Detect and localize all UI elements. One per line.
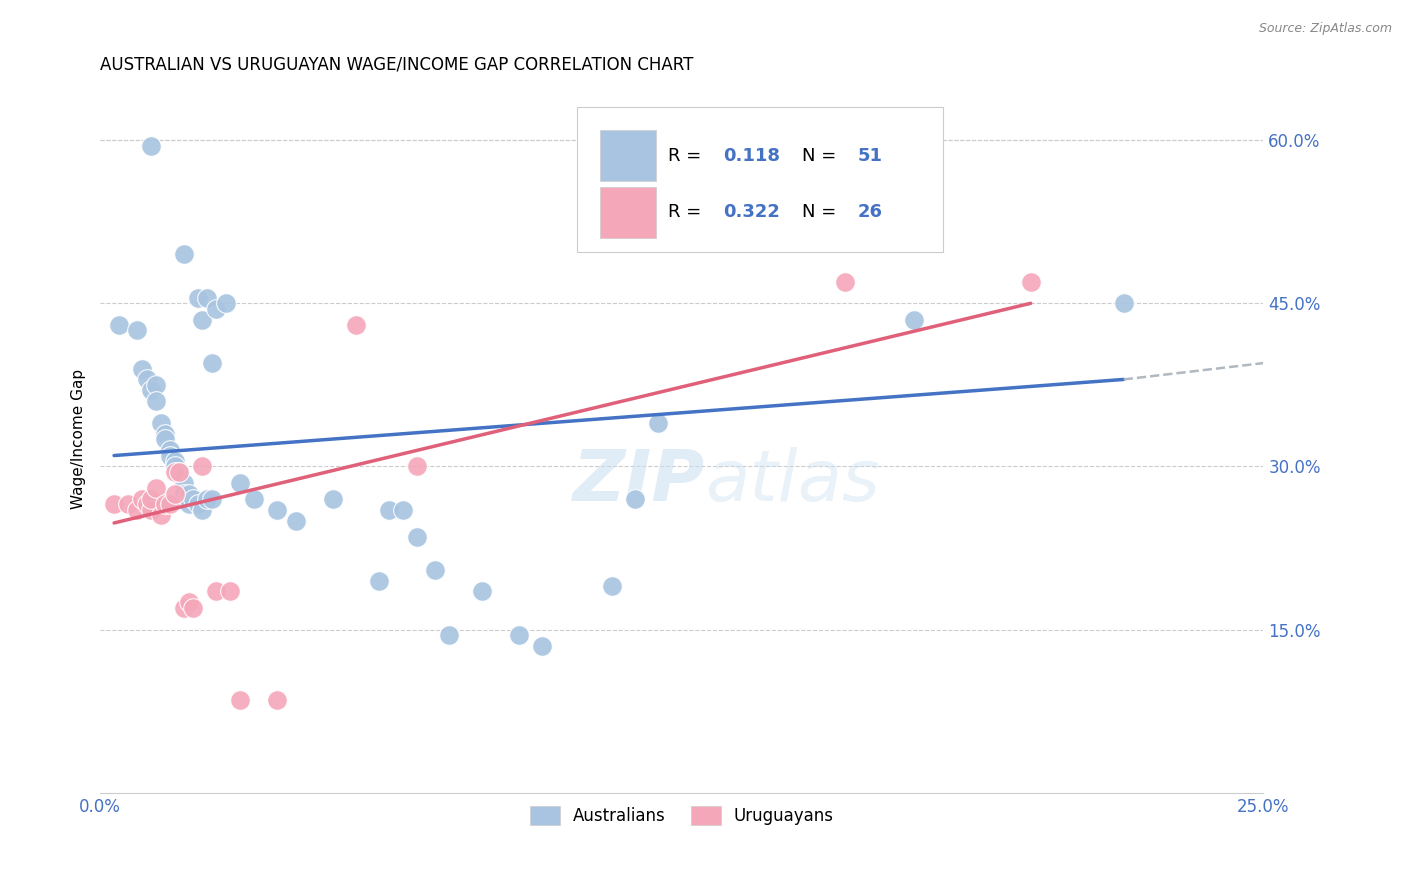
Text: 51: 51: [858, 147, 883, 165]
Point: [173, 475, 195, 490]
Point: [163, 486, 186, 500]
Point: [205, 584, 228, 599]
Y-axis label: Wage/Income Gap: Wage/Income Gap: [72, 369, 86, 509]
Point: [141, 384, 163, 398]
Point: [117, 498, 139, 512]
Point: [163, 454, 186, 468]
Point: [191, 459, 214, 474]
Point: [159, 443, 181, 458]
Point: [131, 491, 153, 506]
Text: Source: ZipAtlas.com: Source: ZipAtlas.com: [1258, 22, 1392, 36]
Legend: Australians, Uruguayans: Australians, Uruguayans: [522, 797, 842, 834]
Point: [177, 498, 200, 512]
Point: [600, 579, 623, 593]
Point: [163, 459, 186, 474]
Point: [624, 491, 647, 506]
Point: [107, 318, 129, 332]
Point: [368, 574, 391, 588]
Point: [187, 498, 209, 512]
Point: [149, 508, 172, 523]
Point: [135, 372, 157, 386]
Point: [205, 301, 228, 316]
Point: [531, 639, 554, 653]
Point: [181, 491, 204, 506]
Text: R =: R =: [668, 203, 707, 221]
Point: [242, 491, 264, 506]
Point: [177, 486, 200, 500]
Point: [145, 377, 167, 392]
Text: atlas: atlas: [704, 447, 880, 516]
Point: [163, 465, 186, 479]
Point: [423, 563, 446, 577]
FancyBboxPatch shape: [600, 186, 657, 237]
Point: [141, 138, 163, 153]
Point: [1112, 296, 1135, 310]
Point: [127, 503, 149, 517]
Point: [131, 361, 153, 376]
Text: R =: R =: [668, 147, 707, 165]
Text: 0.322: 0.322: [724, 203, 780, 221]
Point: [228, 475, 250, 490]
Point: [391, 503, 413, 517]
Point: [647, 416, 669, 430]
FancyBboxPatch shape: [600, 130, 657, 181]
Point: [141, 503, 163, 517]
Point: [155, 426, 177, 441]
Point: [195, 491, 218, 506]
Point: [177, 595, 200, 609]
Point: [471, 584, 494, 599]
Point: [508, 628, 530, 642]
Point: [903, 312, 925, 326]
Point: [266, 503, 288, 517]
Point: [191, 503, 214, 517]
Point: [228, 693, 250, 707]
FancyBboxPatch shape: [576, 107, 943, 252]
Text: 26: 26: [858, 203, 883, 221]
Text: 0.118: 0.118: [724, 147, 780, 165]
Point: [155, 432, 177, 446]
Text: N =: N =: [801, 147, 842, 165]
Point: [167, 465, 190, 479]
Point: [266, 693, 288, 707]
Point: [201, 356, 224, 370]
Point: [284, 514, 307, 528]
Point: [219, 584, 242, 599]
Point: [155, 498, 177, 512]
Point: [195, 291, 218, 305]
Point: [191, 312, 214, 326]
Text: N =: N =: [801, 203, 842, 221]
Point: [173, 247, 195, 261]
Text: ZIP: ZIP: [572, 447, 704, 516]
Point: [145, 394, 167, 409]
Point: [344, 318, 367, 332]
Point: [135, 498, 157, 512]
Text: AUSTRALIAN VS URUGUAYAN WAGE/INCOME GAP CORRELATION CHART: AUSTRALIAN VS URUGUAYAN WAGE/INCOME GAP …: [100, 55, 693, 73]
Point: [127, 323, 149, 337]
Point: [181, 600, 204, 615]
Point: [187, 291, 209, 305]
Point: [149, 416, 172, 430]
Point: [173, 486, 195, 500]
Point: [201, 491, 224, 506]
Point: [377, 503, 399, 517]
Point: [145, 481, 167, 495]
Point: [405, 459, 427, 474]
Point: [322, 491, 344, 506]
Point: [141, 491, 163, 506]
Point: [103, 498, 125, 512]
Point: [834, 275, 856, 289]
Point: [159, 498, 181, 512]
Point: [159, 449, 181, 463]
Point: [405, 530, 427, 544]
Point: [1019, 275, 1042, 289]
Point: [167, 465, 190, 479]
Point: [437, 628, 460, 642]
Point: [215, 296, 238, 310]
Point: [173, 600, 195, 615]
